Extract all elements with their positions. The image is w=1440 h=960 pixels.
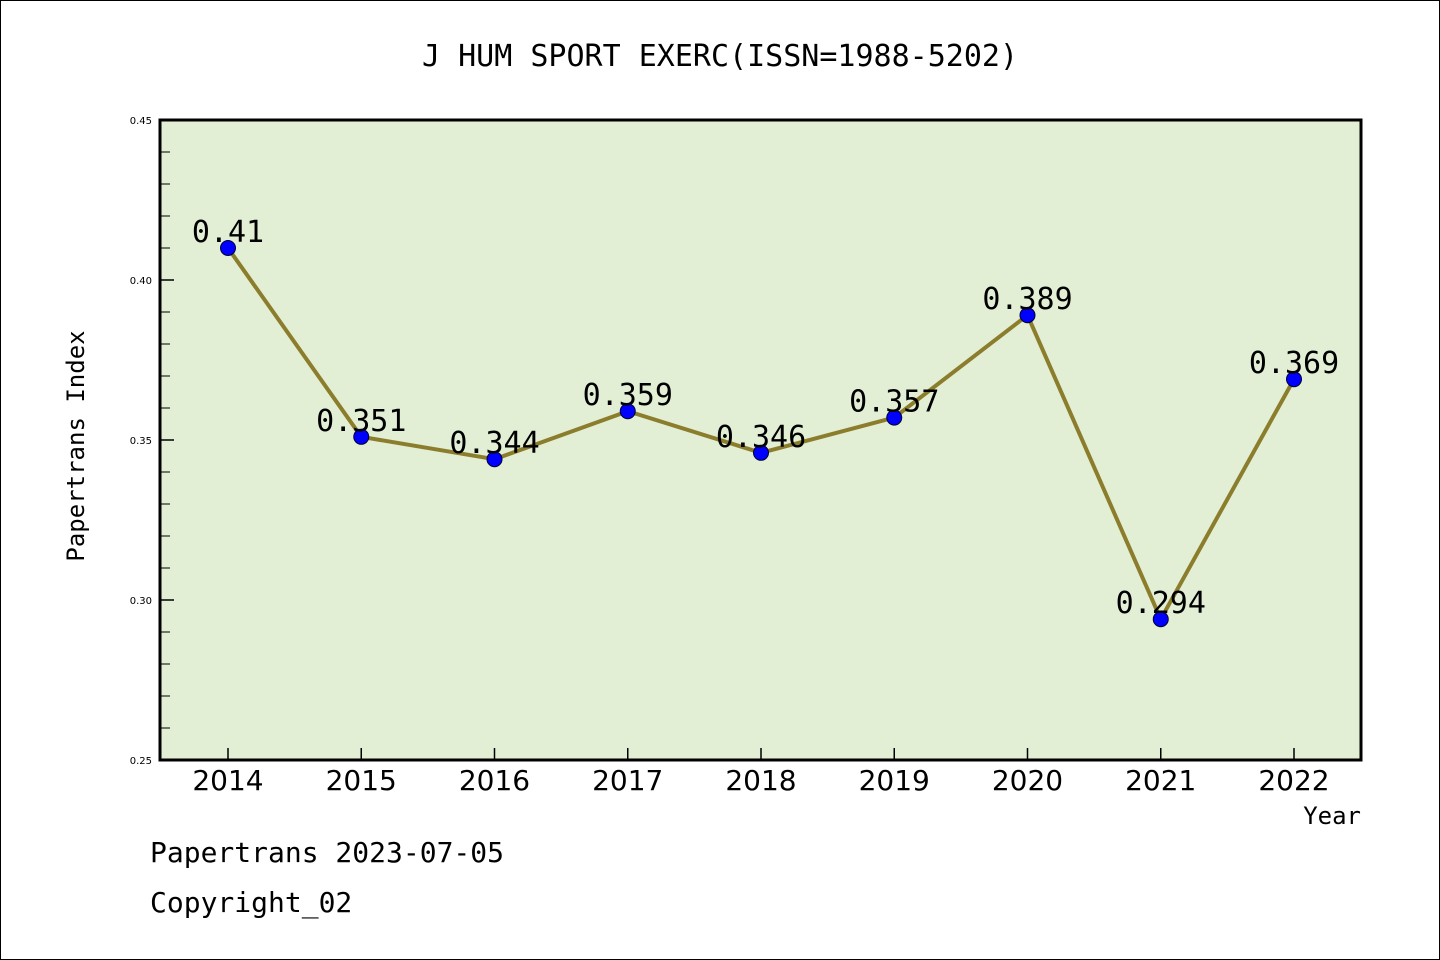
data-label: 0.357	[849, 385, 939, 420]
footer-date: Papertrans 2023-07-05	[150, 836, 505, 869]
x-tick-label: 2018	[725, 764, 796, 797]
data-label: 0.389	[982, 282, 1072, 317]
data-point	[886, 409, 903, 426]
data-point	[220, 240, 236, 256]
data-point	[753, 444, 769, 461]
plot-border	[158, 118, 1363, 762]
series-markers	[220, 240, 1302, 628]
y-tick-label: 0.25	[130, 756, 152, 767]
x-tick-label: 2014	[192, 764, 263, 797]
data-labels: 0.41 0.351 0.344 0.359 0.346 0.357 0.389 0.294 0…	[192, 215, 1339, 621]
chart-title: J HUM SPORT EXERC(ISSN=1988-5202)	[422, 39, 1018, 74]
data-label: 0.41	[192, 215, 264, 250]
x-tick-label: 2015	[326, 764, 397, 797]
x-tick-label: 2020	[992, 764, 1063, 797]
data-label: 0.344	[449, 426, 539, 461]
data-point	[486, 451, 503, 468]
data-label: 0.294	[1116, 586, 1206, 621]
data-label: 0.359	[583, 378, 673, 413]
x-tick-label: 2017	[592, 764, 663, 797]
y-tick-label: 0.30	[130, 596, 152, 607]
data-point	[353, 428, 370, 445]
x-tick-label: 2021	[1125, 764, 1196, 797]
data-point	[619, 403, 636, 420]
data-label: 0.369	[1249, 346, 1339, 381]
y-tick-label: 0.40	[130, 276, 152, 287]
x-axis-label: Year	[1303, 802, 1361, 830]
x-tick-label: 2016	[459, 764, 530, 797]
x-axis: 2014 2015 2016 2017 2018 2019 2020 2021 2022	[192, 748, 1330, 797]
data-label: 0.346	[716, 420, 806, 455]
data-point	[1019, 307, 1036, 324]
data-point	[1152, 611, 1169, 628]
x-tick-label: 2019	[859, 764, 930, 797]
y-axis: 0.25 0.30 0.35 0.40 0.45	[130, 116, 174, 767]
y-tick-label: 0.35	[130, 436, 152, 447]
data-point	[1286, 371, 1302, 388]
data-label: 0.351	[316, 404, 406, 439]
x-tick-label: 2022	[1258, 764, 1329, 797]
y-tick-label: 0.45	[130, 116, 152, 127]
footer-copyright: Copyright_02	[150, 886, 353, 919]
y-axis-label: Papertrans Index	[62, 330, 90, 561]
